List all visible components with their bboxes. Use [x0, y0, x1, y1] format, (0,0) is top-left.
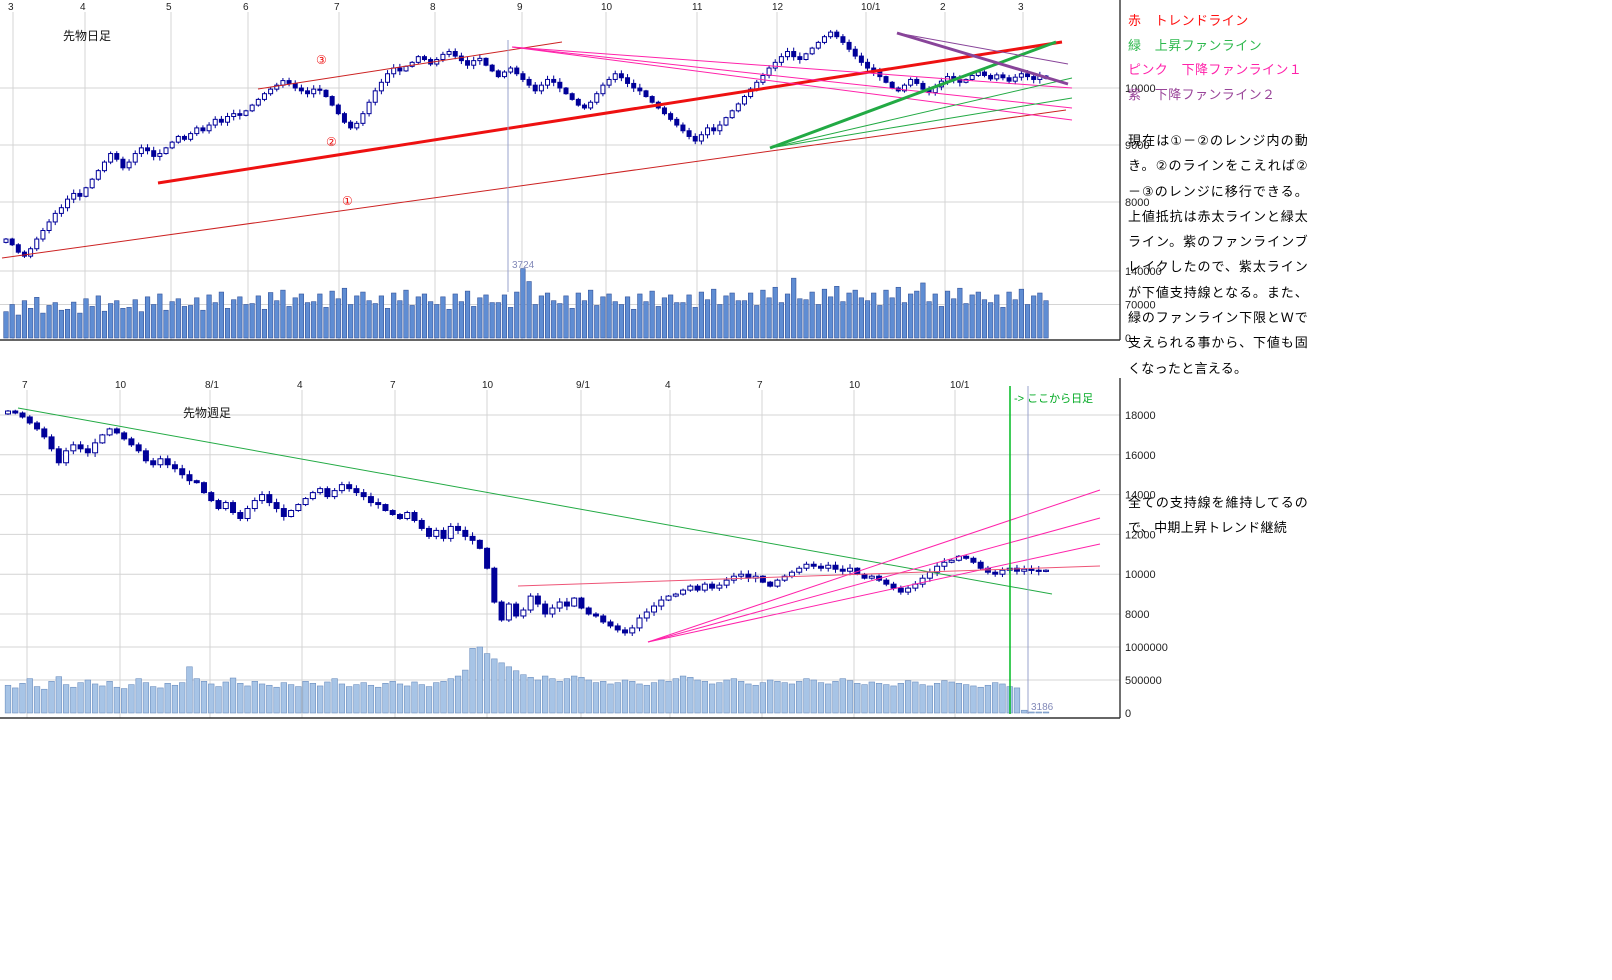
- svg-text:4: 4: [80, 2, 86, 13]
- weekly-red-channel: [517, 565, 1101, 587]
- svg-text:4: 4: [665, 380, 671, 391]
- svg-text:9: 9: [517, 2, 523, 13]
- svg-text:7: 7: [22, 380, 28, 391]
- daily-red-trend-2-thick: [157, 40, 1063, 185]
- legend-list: 赤 トレンドライン緑 上昇ファンラインピンク 下降ファンライン１ 紫 下降ファンラ…: [1128, 10, 1328, 108]
- svg-text:-> ここから日足: -> ここから日足: [1014, 392, 1093, 405]
- legend-item-red-trendline: 赤 トレンドライン: [1128, 13, 1249, 28]
- svg-text:7: 7: [390, 380, 396, 391]
- svg-text:5: 5: [166, 2, 172, 13]
- svg-text:3186: 3186: [1031, 702, 1054, 713]
- svg-text:10/1: 10/1: [861, 2, 881, 13]
- svg-text:0: 0: [1125, 333, 1131, 345]
- svg-text:0: 0: [1125, 708, 1131, 720]
- svg-text:8000: 8000: [1125, 197, 1149, 209]
- svg-text:12000: 12000: [1125, 529, 1156, 541]
- svg-text:10: 10: [601, 2, 613, 13]
- daily-chart-canvas: 10000 9000 8000 140000 70000 0 ③ ② ① 3724 3 4 5 6 7 8 9 1…: [0, 0, 1162, 345]
- daily-green-fan-thick: [769, 40, 1057, 150]
- svg-text:①: ①: [342, 194, 353, 208]
- svg-text:1000000: 1000000: [1125, 642, 1168, 654]
- svg-text:10: 10: [849, 380, 861, 391]
- weekly-pink-fan-c: [647, 543, 1101, 643]
- daily-pink-fan-c: [511, 46, 1073, 121]
- daily-pink-fan-b: [511, 46, 1073, 89]
- daily-green-fan-b: [769, 97, 1073, 149]
- legend-item-green-rising-fan: 緑 上昇ファンライン: [1128, 37, 1263, 53]
- svg-text:7: 7: [334, 2, 340, 13]
- daily-red-trend-1: [1, 109, 1067, 259]
- svg-text:③: ③: [316, 53, 327, 67]
- svg-text:10000: 10000: [1125, 569, 1156, 581]
- weekly-pink-fan-b: [647, 517, 1101, 643]
- svg-text:3: 3: [1018, 2, 1024, 13]
- svg-text:9000: 9000: [1125, 140, 1149, 152]
- svg-text:8: 8: [430, 2, 436, 13]
- svg-text:7: 7: [757, 380, 763, 391]
- svg-text:14000: 14000: [1125, 490, 1156, 502]
- svg-text:10: 10: [115, 380, 127, 391]
- svg-text:3: 3: [8, 2, 14, 13]
- svg-text:12: 12: [772, 2, 784, 13]
- daily-pink-fan-a: [511, 46, 1073, 109]
- weekly-chart-canvas: 18000 16000 14000 12000 10000 8000 1000000 5000…: [0, 378, 1168, 720]
- svg-text:500000: 500000: [1125, 675, 1162, 687]
- weekly-commentary-text: 全ての支持線を維持してるので、中期上昇トレンド継続: [1128, 495, 1308, 536]
- svg-text:6: 6: [243, 2, 249, 13]
- daily-chart-title: 先物日足: [63, 29, 112, 43]
- weekly-chart-panel: 先物週足 18000 16000 14000 12000 10000 8000 100000…: [0, 378, 1192, 726]
- svg-text:16000: 16000: [1125, 450, 1156, 462]
- daily-purple-fan-a: [896, 32, 1069, 65]
- svg-text:3724: 3724: [512, 260, 535, 271]
- svg-text:4: 4: [297, 380, 303, 391]
- daily-green-fan-a: [769, 77, 1073, 149]
- weekly-pink-fan-a: [647, 489, 1101, 643]
- svg-text:18000: 18000: [1125, 410, 1156, 422]
- svg-text:②: ②: [326, 135, 337, 149]
- legend-item-purple-falling-fan2: 紫 下降ファンライン２: [1128, 86, 1276, 102]
- svg-text:10/1: 10/1: [950, 380, 970, 391]
- svg-text:10000: 10000: [1125, 83, 1156, 95]
- daily-purple-fan-thick: [896, 31, 1069, 86]
- svg-text:9/1: 9/1: [576, 380, 590, 391]
- svg-text:8/1: 8/1: [205, 380, 219, 391]
- daily-red-trend-3: [257, 41, 563, 90]
- svg-text:70000: 70000: [1125, 300, 1156, 312]
- svg-text:2: 2: [940, 2, 946, 13]
- legend-item-pink-falling-fan1: ピンク 下降ファンライン１: [1128, 62, 1303, 77]
- svg-text:140000: 140000: [1125, 266, 1162, 278]
- weekly-green-downtrend: [17, 407, 1053, 595]
- daily-commentary-text: 現在は①－②のレンジ内の動き。②のラインをこえれば②－③のレンジに移行できる。上…: [1128, 133, 1308, 376]
- daily-chart-panel: 先物日足 10000 9000 8000 140000 70000 0 ③ ② ① 3724 3 4 5…: [0, 0, 1192, 348]
- svg-text:8000: 8000: [1125, 609, 1149, 621]
- svg-text:11: 11: [692, 2, 703, 13]
- weekly-chart-title: 先物週足: [183, 406, 232, 420]
- svg-text:10: 10: [482, 380, 494, 391]
